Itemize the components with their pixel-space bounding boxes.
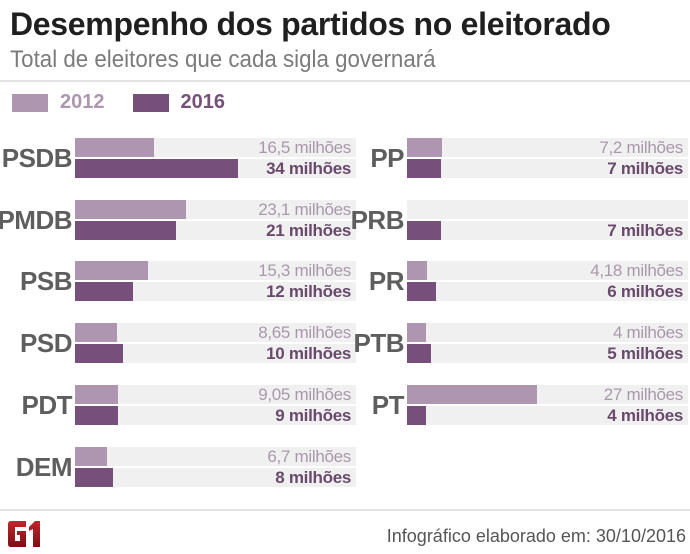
bar-track-2016: 7 milhões <box>407 159 688 178</box>
legend-swatch-2016 <box>132 93 169 112</box>
party-label: PTB <box>353 328 405 359</box>
value-label-2012: 9,05 milhões <box>258 384 351 404</box>
party-label: DEM <box>15 451 73 482</box>
bar-2012 <box>75 138 155 157</box>
bar-2016 <box>75 344 123 364</box>
bar-track-2012: 23,1 milhões <box>75 199 356 219</box>
party-label: PMDB <box>0 204 72 235</box>
party-label: PSD <box>20 328 72 359</box>
bar-2012 <box>407 138 442 157</box>
bottom-divider <box>0 509 690 511</box>
bar-track-2012: 4,18 milhões <box>407 261 688 281</box>
value-label-2012: 6,7 milhões <box>267 446 351 466</box>
bar-2012 <box>407 384 537 404</box>
bar-2016 <box>75 282 133 302</box>
legend-item-2012: 2012 <box>12 91 105 114</box>
value-label-2016: 12 milhões <box>266 282 351 302</box>
bar-track-2012: 7,2 milhões <box>407 138 688 157</box>
party-label: PDT <box>21 389 73 420</box>
bar-track-2012: 6,7 milhões <box>75 446 356 466</box>
bar-2012 <box>75 199 186 219</box>
bar-track-2016: 34 milhões <box>75 159 356 178</box>
bar-2012 <box>407 323 427 343</box>
bar-track-2016: 12 milhões <box>75 282 356 302</box>
legend-swatch-2012 <box>12 93 48 112</box>
bar-track-2016: 7 milhões <box>407 220 688 240</box>
top-divider <box>0 80 690 82</box>
value-label-2012: 7,2 milhões <box>599 138 683 157</box>
party-label: PSDB <box>1 143 73 173</box>
chart-title: Desempenho dos partidos no eleitorado <box>10 6 611 42</box>
bar-track-2016: 9 milhões <box>75 405 356 425</box>
value-label-2012: 27 milhões <box>603 384 684 404</box>
bar-track-2012: 4 milhões <box>407 323 688 343</box>
bar-2012 <box>75 323 117 343</box>
legend-label-2016: 2016 <box>180 91 226 113</box>
value-label-2016: 5 milhões <box>607 344 683 364</box>
bar-2016 <box>75 467 114 487</box>
bar-2012 <box>407 261 428 281</box>
bar-2016 <box>407 282 436 302</box>
party-label: PR <box>368 266 405 297</box>
chart-subtitle: Total de eleitores que cada sigla govern… <box>10 46 436 73</box>
footer-credit: Infográfico elaborado em: 30/10/2016 <box>386 526 686 546</box>
bar-2012 <box>75 446 108 466</box>
bar-track-2016: 4 milhões <box>407 405 688 425</box>
party-label: PP <box>370 143 404 173</box>
value-label-2016: 4 milhões <box>607 405 683 425</box>
value-label-2012: 4,18 milhões <box>590 261 683 281</box>
value-label-2012: 4 milhões <box>612 323 683 343</box>
bar-track-2016: 5 milhões <box>407 344 688 364</box>
value-label-2012: 8,65 milhões <box>258 323 351 343</box>
bar-2016 <box>75 220 176 240</box>
value-label-2016: 10 milhões <box>266 344 351 364</box>
bar-2012 <box>75 261 149 281</box>
value-label-2016: 8 milhões <box>275 467 351 487</box>
party-label: PSB <box>20 266 72 297</box>
legend-label-2012: 2012 <box>60 91 105 113</box>
value-label-2016: 7 milhões <box>607 159 683 178</box>
party-label: PT <box>371 389 405 420</box>
bar-2016 <box>407 159 441 178</box>
bar-track-2012 <box>407 199 688 219</box>
bar-track-2012: 27 milhões <box>407 384 688 404</box>
bar-track-2016: 10 milhões <box>75 344 356 364</box>
g1-logo-icon <box>8 521 40 547</box>
bar-track-2012: 9,05 milhões <box>75 384 356 404</box>
party-label: PRB <box>350 204 405 235</box>
bar-2012 <box>75 384 119 404</box>
bar-track-2016: 8 milhões <box>75 467 356 487</box>
bar-2016 <box>407 220 441 240</box>
legend-item-2016: 2016 <box>132 91 226 114</box>
bar-track-2016: 21 milhões <box>75 220 356 240</box>
bar-track-2012: 15,3 milhões <box>75 261 356 281</box>
bar-track-2012: 16,5 milhões <box>75 138 356 157</box>
bar-track-2016: 6 milhões <box>407 282 688 302</box>
value-label-2016: 34 milhões <box>266 159 351 178</box>
value-label-2016: 21 milhões <box>266 220 351 240</box>
bar-2016 <box>75 159 239 178</box>
bar-2016 <box>75 405 119 425</box>
value-label-2016: 9 milhões <box>275 405 351 425</box>
value-label-2016: 7 milhões <box>607 220 683 240</box>
value-label-2012: 23,1 milhões <box>258 199 351 219</box>
value-label-2012: 15,3 milhões <box>258 261 351 281</box>
bar-2016 <box>407 405 427 425</box>
bar-2016 <box>407 344 431 364</box>
legend: 2012 2016 <box>12 91 253 114</box>
bar-track-2012: 8,65 milhões <box>75 323 356 343</box>
value-label-2016: 6 milhões <box>607 282 683 302</box>
value-label-2012: 16,5 milhões <box>258 138 351 157</box>
